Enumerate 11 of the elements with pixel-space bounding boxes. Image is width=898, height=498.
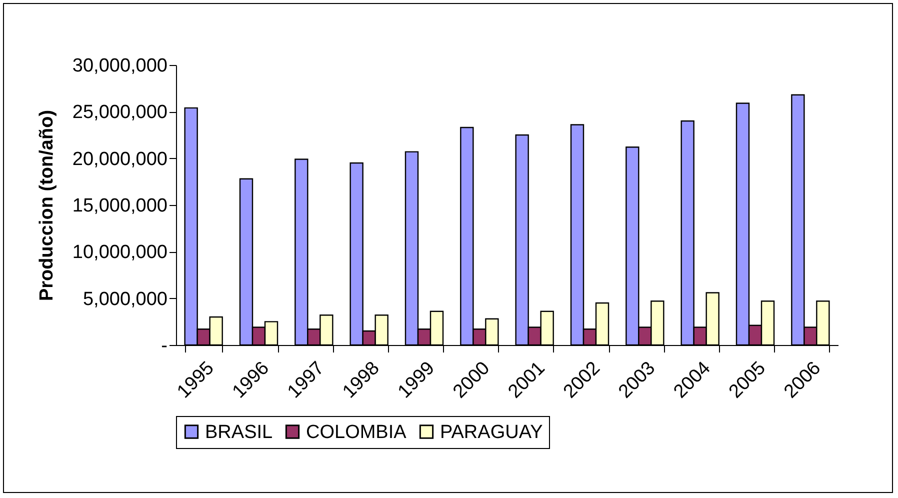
y-tick-label: 20,000,000 (72, 148, 168, 170)
y-tick-label: 30,000,000 (72, 56, 168, 76)
y-tick-label: 10,000,000 (72, 242, 168, 264)
y-tick-label: 5,000,000 (82, 288, 168, 310)
y-tick-label: 25,000,000 (72, 102, 168, 124)
y-axis-title: Produccion (ton/año) (36, 110, 58, 302)
legend-label: COLOMBIA (306, 422, 407, 443)
y-tick-label: - (161, 336, 168, 356)
legend-label: PARAGUAY (440, 422, 544, 443)
y-tick-label: 15,000,000 (72, 196, 168, 216)
legend-label: BRASIL (205, 422, 273, 443)
